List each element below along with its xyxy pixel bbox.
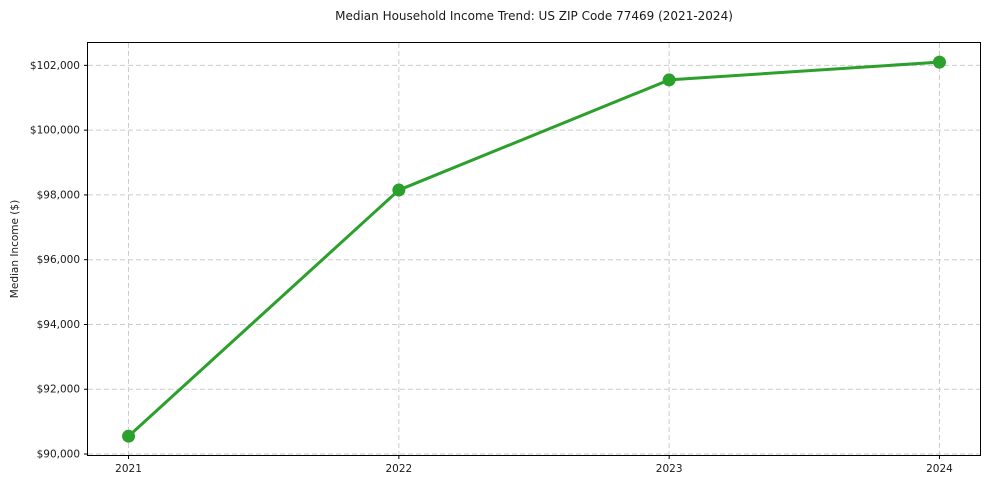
x-tick-label: 2022 [385,463,412,475]
plot-border [87,42,981,456]
x-tick-label: 2024 [926,463,953,475]
data-point [662,73,676,87]
y-tick-label: $90,000 [37,449,80,461]
x-tick-label: 2021 [115,463,142,475]
y-tick-label: $96,000 [37,254,80,266]
y-tick-label: $100,000 [30,125,80,137]
trend-line [127,60,941,438]
y-tick-label: $92,000 [37,384,80,396]
data-point [932,55,946,69]
data-point [122,429,136,443]
y-tick-label: $98,000 [37,189,80,201]
y-tick-label: $94,000 [37,319,80,331]
data-point [392,183,406,197]
chart-title: Median Household Income Trend: US ZIP Co… [335,9,733,23]
x-tick-label: 2023 [656,463,683,475]
y-tick-label: $102,000 [30,60,80,72]
